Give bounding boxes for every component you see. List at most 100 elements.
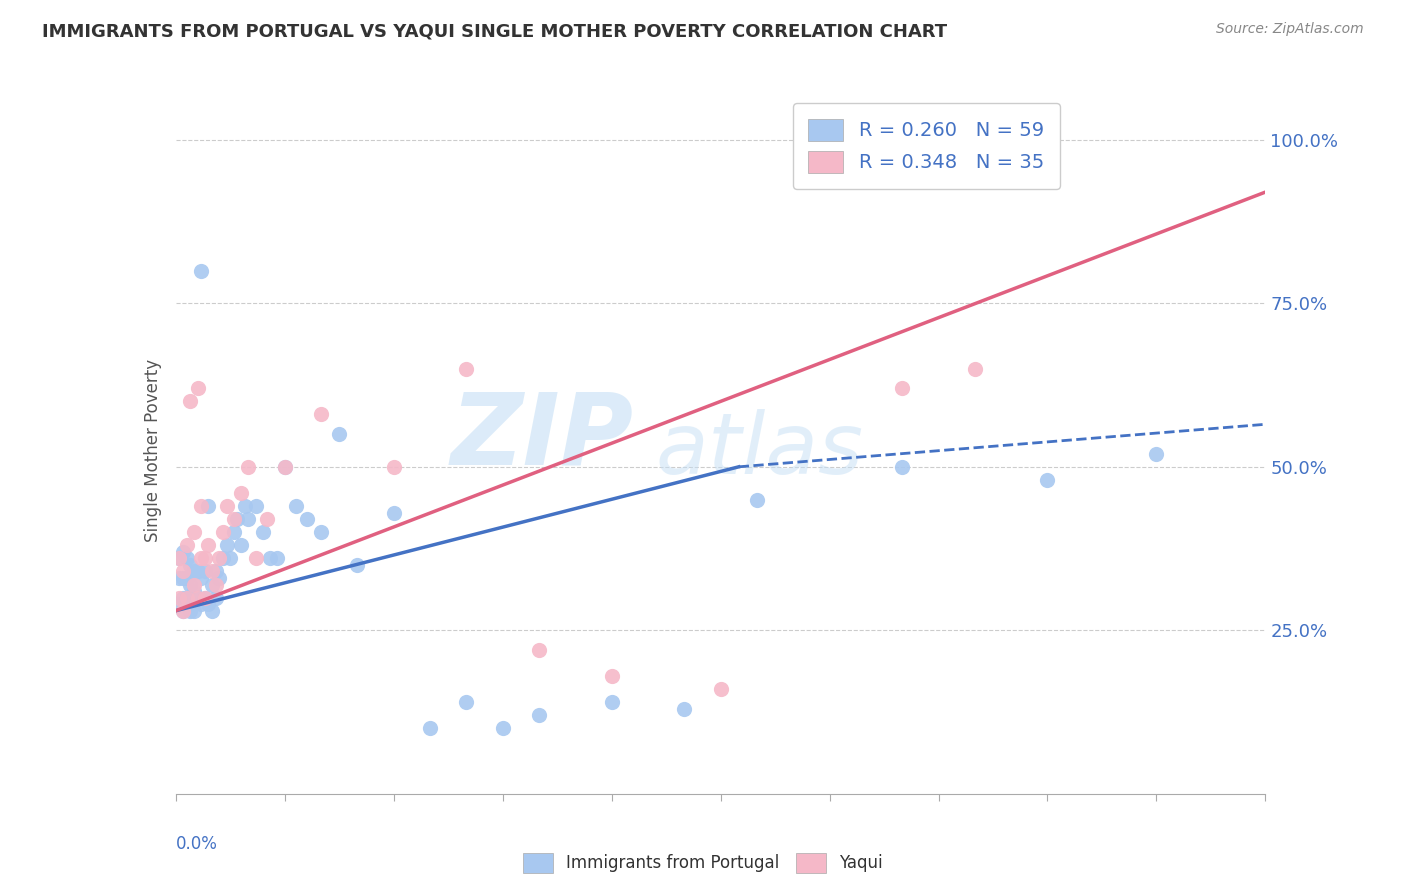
Point (963, 361, 986, 376)
Text: Source: ZipAtlas.com: Source: ZipAtlas.com (1216, 22, 1364, 37)
Point (183, 565, 205, 579)
Point (208, 551, 231, 566)
Point (233, 499, 256, 513)
Point (204, 577, 226, 591)
Point (212, 525, 235, 540)
Point (183, 525, 205, 540)
Point (600, 669, 623, 683)
Point (179, 604, 201, 618)
Point (197, 538, 219, 552)
Point (197, 499, 219, 513)
Point (204, 591, 226, 605)
Point (266, 551, 288, 566)
Point (226, 512, 249, 526)
Point (231, 538, 253, 552)
Point (190, 597, 212, 611)
Point (527, 708, 550, 723)
Point (328, 427, 350, 442)
Point (274, 459, 297, 474)
Point (1146, 447, 1168, 461)
Point (259, 551, 281, 566)
Point (600, 695, 623, 709)
Point (309, 408, 332, 422)
Point (245, 499, 267, 513)
Point (169, 571, 191, 585)
Point (190, 263, 212, 277)
Point (201, 577, 224, 591)
Point (190, 499, 212, 513)
Point (169, 597, 191, 611)
Point (176, 591, 198, 605)
Point (215, 499, 238, 513)
Point (382, 506, 405, 520)
Point (492, 722, 515, 736)
Point (179, 577, 201, 591)
Point (179, 558, 201, 572)
Y-axis label: Single Mother Poverty: Single Mother Poverty (143, 359, 162, 542)
Point (201, 565, 224, 579)
Point (891, 459, 914, 474)
Point (194, 591, 217, 605)
Point (169, 551, 191, 566)
Point (176, 571, 198, 585)
Point (169, 551, 191, 566)
Point (201, 604, 224, 618)
Point (186, 381, 209, 395)
Point (169, 591, 191, 605)
Point (256, 512, 278, 526)
Point (172, 591, 194, 605)
Point (222, 512, 245, 526)
Point (183, 604, 205, 618)
Point (186, 591, 209, 605)
Point (197, 597, 219, 611)
Point (179, 394, 201, 409)
Point (172, 565, 194, 579)
Text: IMMIGRANTS FROM PORTUGAL VS YAQUI SINGLE MOTHER POVERTY CORRELATION CHART: IMMIGRANTS FROM PORTUGAL VS YAQUI SINGLE… (42, 22, 948, 40)
Point (238, 512, 260, 526)
Point (172, 604, 194, 618)
Point (172, 604, 194, 618)
Point (183, 584, 205, 599)
Text: atlas: atlas (655, 409, 863, 492)
Point (176, 551, 198, 566)
Point (186, 565, 209, 579)
Point (1036, 473, 1059, 487)
Point (194, 591, 217, 605)
Point (190, 571, 212, 585)
Point (208, 571, 231, 585)
Point (419, 722, 441, 736)
Point (212, 551, 235, 566)
Point (710, 682, 733, 697)
Point (238, 459, 260, 474)
Point (295, 512, 318, 526)
Point (219, 551, 242, 566)
Point (215, 538, 238, 552)
Point (176, 591, 198, 605)
Point (204, 565, 226, 579)
Point (245, 551, 267, 566)
Text: ZIP: ZIP (450, 388, 633, 485)
Point (456, 695, 478, 709)
Point (190, 551, 212, 566)
Point (382, 459, 405, 474)
Point (172, 571, 194, 585)
Point (252, 525, 274, 540)
Point (183, 577, 205, 591)
Point (346, 558, 368, 572)
Point (673, 702, 696, 716)
Point (194, 551, 217, 566)
Point (745, 492, 768, 507)
Text: 0.0%: 0.0% (176, 835, 218, 853)
Point (527, 643, 550, 657)
Point (222, 525, 245, 540)
Legend: R = 0.260   N = 59, R = 0.348   N = 35: R = 0.260 N = 59, R = 0.348 N = 35 (793, 103, 1060, 189)
Point (274, 459, 297, 474)
Point (284, 499, 307, 513)
Point (176, 538, 198, 552)
Point (891, 381, 914, 395)
Legend: Immigrants from Portugal, Yaqui: Immigrants from Portugal, Yaqui (516, 847, 890, 880)
Point (456, 361, 478, 376)
Point (231, 486, 253, 500)
Point (172, 545, 194, 559)
Point (186, 591, 209, 605)
